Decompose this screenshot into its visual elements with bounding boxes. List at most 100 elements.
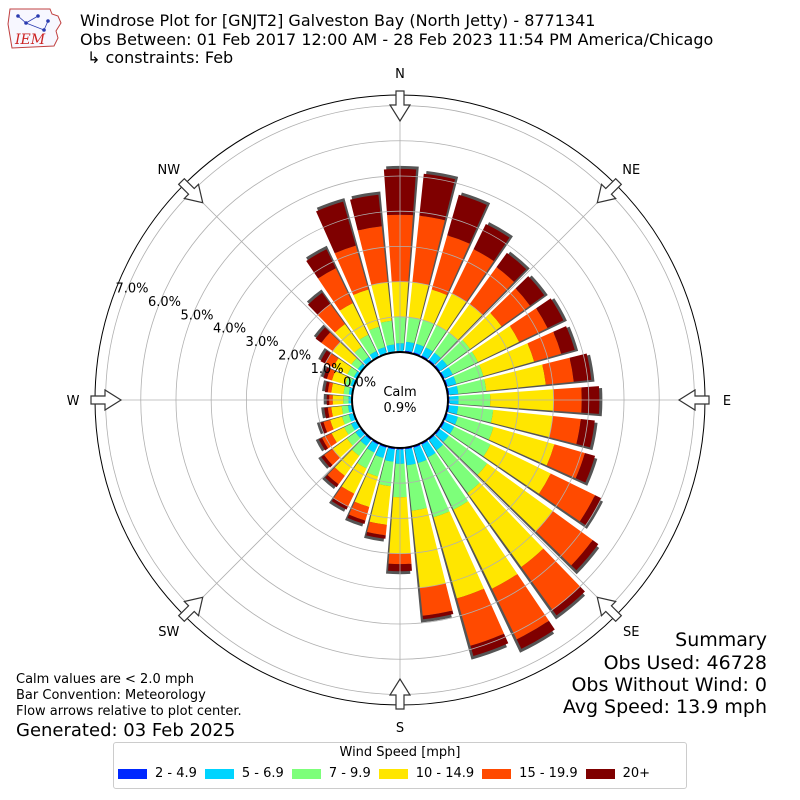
legend-swatch [378, 768, 408, 779]
bar-50-bin-1 [435, 359, 448, 371]
direction-label-sw: SW [158, 625, 179, 640]
bar-170-bin-4 [419, 583, 453, 616]
bar-160-bin-3 [433, 511, 484, 599]
bar-290-bin-3 [331, 371, 349, 385]
bar-190-bin-4 [367, 521, 387, 536]
direction-label-e: E [723, 394, 731, 409]
legend-label: 5 - 6.9 [241, 766, 284, 781]
radial-tick-label: 2.0% [278, 349, 311, 364]
bar-60-bin-2 [448, 351, 478, 375]
radial-tick-label: 1.0% [311, 362, 344, 377]
radial-tick-label: 0.0% [343, 376, 376, 391]
iem-logo-icon: IEM [7, 8, 62, 49]
bar-300-bin-1 [353, 371, 360, 379]
bar-80-bin-3 [484, 364, 546, 391]
bar-350-bin-4 [357, 226, 388, 286]
bar-220-bin-3 [334, 449, 360, 476]
legend-swatch [204, 768, 234, 779]
bar-280-bin-4 [327, 382, 333, 393]
bar-150-bin-3 [453, 501, 518, 589]
legend-items: 2 - 4.9 5 - 6.9 7 - 9.9 10 - 14.9 15 - 19.9 2… [118, 766, 658, 781]
bar-50-bin-5 [515, 276, 545, 306]
bar-110-bin-3 [488, 426, 555, 466]
windrose-bars [306, 165, 603, 660]
bar-100-bin-4 [549, 416, 581, 444]
summary-obs-used: Obs Used: 46728 [603, 652, 767, 674]
bar-330-bin-5 [306, 249, 336, 279]
bar-300-bin-2 [347, 367, 358, 378]
legend-label: 20+ [622, 766, 651, 781]
bar-40-bin-2 [434, 332, 458, 358]
bar-120-bin-4 [539, 473, 596, 522]
bar-290-bin-1 [350, 379, 356, 387]
legend-label: 2 - 4.9 [155, 766, 197, 781]
direction-label-nw: NW [157, 163, 180, 178]
obs-period: Obs Between: 01 Feb 2017 12:00 AM - 28 F… [80, 30, 714, 49]
legend-item: 7 - 9.9 [291, 766, 371, 781]
bar-10-bin-5 [419, 173, 456, 221]
bar-110-bin-1 [445, 413, 458, 425]
generated-date: Generated: 03 Feb 2025 [16, 720, 236, 741]
bar-40-bin-4 [469, 267, 515, 315]
bar-70-bin-3 [479, 343, 535, 377]
direction-label-se: SE [623, 625, 639, 640]
bar-20-bin-3 [422, 289, 447, 324]
bar-320-bin-2 [354, 346, 369, 362]
bar-230-bin-1 [355, 429, 365, 439]
bar-20-bin-2 [416, 320, 434, 347]
bar-50-bin-4 [490, 288, 530, 327]
bar-240-bin-3 [331, 427, 349, 443]
bar-60-bin-4 [509, 308, 548, 342]
calm-value: 0.9% [383, 401, 416, 416]
bar-30-bin-2 [425, 325, 447, 352]
bar-20-bin-4 [431, 235, 470, 296]
bar-100-bin-3 [490, 409, 553, 438]
bar-210-bin-2 [357, 448, 375, 469]
bar-160-bin-2 [418, 459, 450, 518]
bar-250-bin-1 [348, 413, 356, 422]
bar-220-bin-4 [327, 467, 345, 485]
spoke-315 [184, 184, 367, 367]
bar-10-bin-2 [406, 317, 421, 344]
bar-160-bin-4 [456, 588, 505, 646]
bar-310-bin-5 [315, 327, 331, 343]
bar-80-bin-1 [448, 385, 459, 395]
bar-110-bin-5 [575, 453, 596, 483]
bar-200-bin-5 [347, 514, 366, 524]
bar-300-bin-3 [333, 358, 352, 375]
bar-350-bin-1 [386, 344, 395, 353]
bar-140-bin-2 [436, 444, 480, 493]
bar-330-bin-4 [318, 268, 353, 311]
bar-150-bin-5 [516, 620, 555, 649]
bar-320-bin-3 [334, 324, 362, 353]
bar-310-bin-4 [321, 332, 341, 352]
bar-240-bin-1 [351, 421, 360, 431]
bar-10-bin-3 [408, 282, 429, 320]
legend: Wind Speed [mph] 2 - 4.9 5 - 6.9 7 - 9.9 10… [113, 742, 687, 789]
bar-210-bin-4 [333, 486, 355, 507]
bar-130-bin-3 [477, 463, 553, 532]
flow-arrow-shape [388, 677, 412, 710]
calm-circle [351, 351, 449, 449]
bar-30-bin-1 [421, 347, 433, 359]
bar-190-bin-3 [369, 484, 391, 525]
bar-240-bin-2 [344, 423, 355, 435]
summary-avg-speed: Avg Speed: 13.9 mph [562, 696, 767, 718]
bar-260-bin-3 [331, 406, 344, 417]
bar-20-bin-1 [413, 343, 424, 355]
bar-170-bin-2 [406, 463, 427, 511]
bar-80-bin-4 [542, 357, 574, 385]
bar-320-bin-4 [317, 304, 345, 333]
flow-arrow-icon [90, 388, 123, 412]
summary-title: Summary [675, 629, 767, 651]
bar-140-bin-1 [429, 435, 444, 451]
spoke-225 [184, 433, 367, 616]
flow-arrows [90, 90, 710, 710]
bar-40-bin-1 [429, 352, 441, 365]
bar-340-bin-3 [353, 289, 380, 331]
bar-50-bin-3 [462, 312, 502, 350]
bar-210-bin-3 [341, 463, 367, 494]
legend-item: 10 - 14.9 [378, 766, 474, 781]
radial-tick-label: 7.0% [115, 281, 148, 296]
